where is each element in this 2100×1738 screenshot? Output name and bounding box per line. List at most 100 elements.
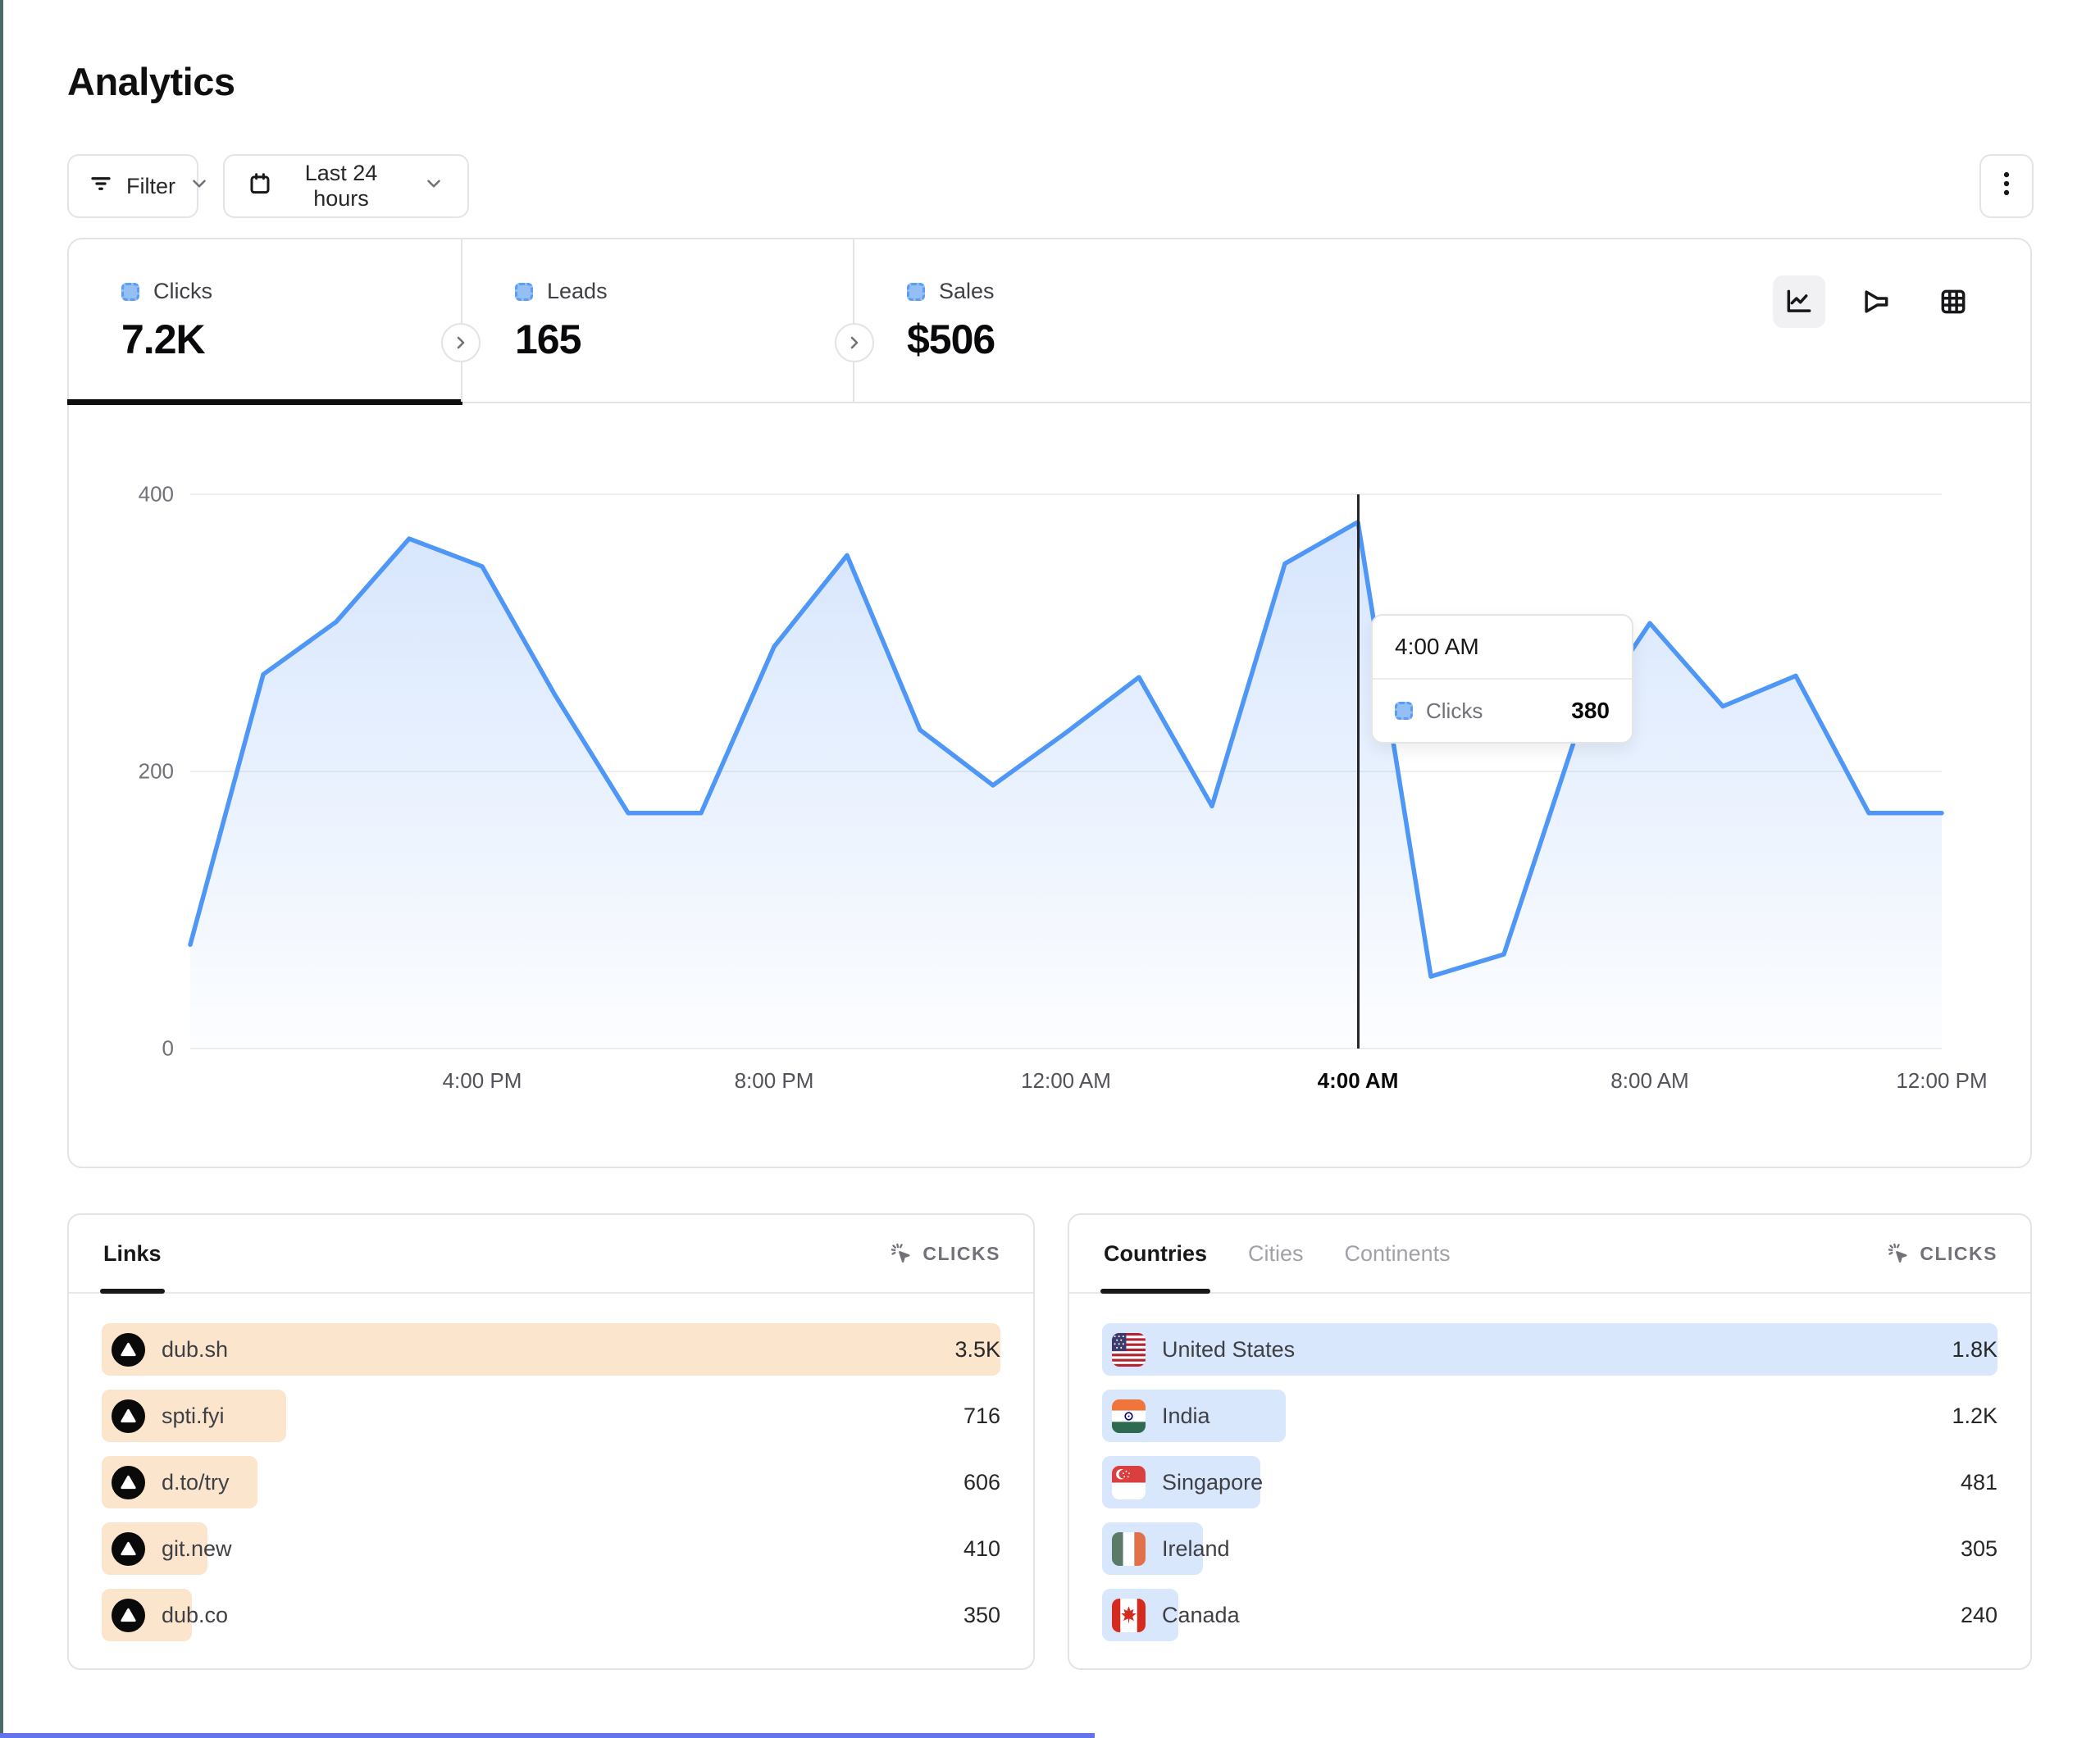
link-clicks-value: 3.5K — [954, 1336, 1000, 1362]
more-options-button[interactable] — [1979, 154, 2034, 218]
tab-countries-label: Countries — [1104, 1240, 1208, 1266]
clicks-line — [188, 520, 1944, 979]
cursor-click-icon — [1888, 1243, 1907, 1263]
country-row[interactable]: Canada 240 — [1102, 1589, 1998, 1641]
clicks-area-chart[interactable]: 0 200 400 4:00 PM 8:00 PM 12:00 AM 4:00 AM 8:0… — [139, 482, 1988, 1094]
x-tick-label: 4:00 AM — [1317, 1068, 1399, 1093]
analytics-chart-card: Clicks 7.2K Leads 165 Sales $506 — [67, 238, 2032, 1168]
y-tick-label: 200 — [138, 758, 174, 784]
link-name: git.new — [162, 1536, 232, 1561]
stat-tab-clicks[interactable]: Clicks 7.2K — [67, 239, 462, 405]
x-tick-label: 8:00 PM — [734, 1068, 814, 1093]
stat-tab-leads[interactable]: Leads 165 — [461, 239, 853, 402]
country-row[interactable]: Ireland 305 — [1102, 1522, 1998, 1575]
link-bar — [102, 1323, 1000, 1376]
countries-list: United States 1.8K India 1.2K — [1069, 1294, 2030, 1641]
y-tick-label: 0 — [162, 1035, 174, 1061]
line-chart-icon — [1787, 289, 1811, 312]
link-clicks-value: 410 — [963, 1536, 1000, 1561]
filter-button[interactable]: Filter — [67, 154, 206, 218]
area-chart-canvas — [188, 494, 1944, 1049]
bottom-edge-strip — [0, 1733, 1095, 1738]
link-name: dub.sh — [162, 1336, 229, 1362]
x-tick-label: 12:00 AM — [1021, 1068, 1111, 1093]
leads-legend-chip — [515, 282, 533, 301]
country-row[interactable]: Singapore 481 — [1102, 1456, 1998, 1508]
canada-flag-icon — [1112, 1598, 1146, 1632]
expand-leads-chevron-button[interactable] — [835, 323, 874, 362]
country-bar — [1102, 1323, 1998, 1376]
stat-value: 7.2K — [121, 316, 206, 362]
link-row[interactable]: dub.co 350 — [102, 1589, 1000, 1641]
calendar-icon — [248, 171, 272, 202]
stat-tab-sales[interactable]: Sales $506 — [853, 239, 1245, 402]
country-name: Ireland — [1162, 1536, 1230, 1561]
tab-cities-label: Cities — [1248, 1240, 1304, 1266]
date-range-button[interactable]: Last 24 hours — [223, 154, 469, 218]
country-name: Canada — [1162, 1602, 1240, 1627]
stat-label: Leads — [547, 279, 608, 303]
table-grid-icon — [1941, 289, 1966, 314]
x-tick-label: 8:00 AM — [1610, 1068, 1689, 1093]
country-row[interactable]: United States 1.8K — [1102, 1323, 1998, 1376]
metric-label: CLICKS — [922, 1242, 1000, 1264]
dub-logo-avatar — [112, 1399, 145, 1433]
link-row[interactable]: d.to/try 606 — [102, 1456, 1000, 1508]
country-name: Singapore — [1162, 1469, 1264, 1495]
expand-clicks-chevron-button[interactable] — [441, 323, 481, 362]
dub-logo-avatar — [112, 1531, 145, 1566]
cursor-click-icon — [891, 1243, 910, 1263]
tooltip-time: 4:00 AM — [1373, 616, 1632, 680]
country-name: United States — [1162, 1336, 1296, 1362]
country-clicks-value: 1.2K — [1952, 1403, 1998, 1428]
window-edge-strip — [0, 0, 3, 1738]
stat-label: Clicks — [153, 279, 212, 303]
funnel-view-button[interactable] — [1850, 275, 1902, 328]
sales-legend-chip — [907, 282, 925, 301]
stat-value: 165 — [515, 316, 581, 362]
hover-crosshair — [1357, 494, 1360, 1049]
dub-logo-avatar — [112, 1598, 145, 1632]
x-tick-label: 4:00 PM — [442, 1068, 522, 1093]
clicks-metric-toggle[interactable]: CLICKS — [890, 1242, 1000, 1265]
table-view-button[interactable] — [1927, 275, 1979, 328]
line-chart-view-button[interactable] — [1773, 275, 1825, 328]
area-fill — [190, 521, 1942, 1049]
chevron-down-icon — [423, 173, 444, 200]
clicks-legend-chip — [121, 282, 139, 301]
tab-countries[interactable]: Countries — [1100, 1215, 1211, 1294]
link-name: spti.fyi — [162, 1403, 225, 1428]
india-flag-icon — [1112, 1399, 1146, 1433]
clicks-metric-toggle[interactable]: CLICKS — [1887, 1242, 1998, 1265]
link-clicks-value: 716 — [963, 1403, 1000, 1428]
link-clicks-value: 350 — [963, 1602, 1000, 1627]
chevron-down-icon — [189, 173, 210, 200]
stats-header: Clicks 7.2K Leads 165 Sales $506 — [67, 239, 2030, 405]
tab-cities[interactable]: Cities — [1246, 1215, 1305, 1292]
chart-view-switcher — [1773, 275, 1979, 328]
link-row[interactable]: git.new 410 — [102, 1522, 1000, 1575]
tab-continents[interactable]: Continents — [1343, 1215, 1452, 1292]
y-axis: 0 200 400 — [112, 482, 174, 1061]
x-tick-label: 12:00 PM — [1896, 1068, 1988, 1093]
page-title: Analytics — [67, 60, 235, 103]
us-flag-icon — [1112, 1332, 1146, 1367]
link-name: dub.co — [162, 1602, 229, 1627]
filter-button-label: Filter — [126, 173, 175, 198]
tooltip-series-label: Clicks — [1426, 698, 1483, 723]
tab-continents-label: Continents — [1344, 1240, 1451, 1266]
chevron-right-icon — [850, 336, 859, 349]
tooltip-legend-chip — [1395, 702, 1413, 720]
link-row[interactable]: dub.sh 3.5K — [102, 1323, 1000, 1376]
date-range-label: Last 24 hours — [304, 161, 378, 211]
country-row[interactable]: India 1.2K — [1102, 1390, 1998, 1442]
link-row[interactable]: spti.fyi 716 — [102, 1390, 1000, 1442]
ireland-flag-icon — [1112, 1531, 1146, 1566]
chevron-right-icon — [457, 336, 465, 349]
funnel-icon — [1865, 290, 1888, 313]
tab-links[interactable]: Links — [100, 1215, 165, 1294]
tab-links-label: Links — [103, 1240, 162, 1266]
links-card: Links CLICKS dub.sh 3.5K — [67, 1213, 1035, 1670]
link-clicks-value: 606 — [963, 1469, 1000, 1495]
